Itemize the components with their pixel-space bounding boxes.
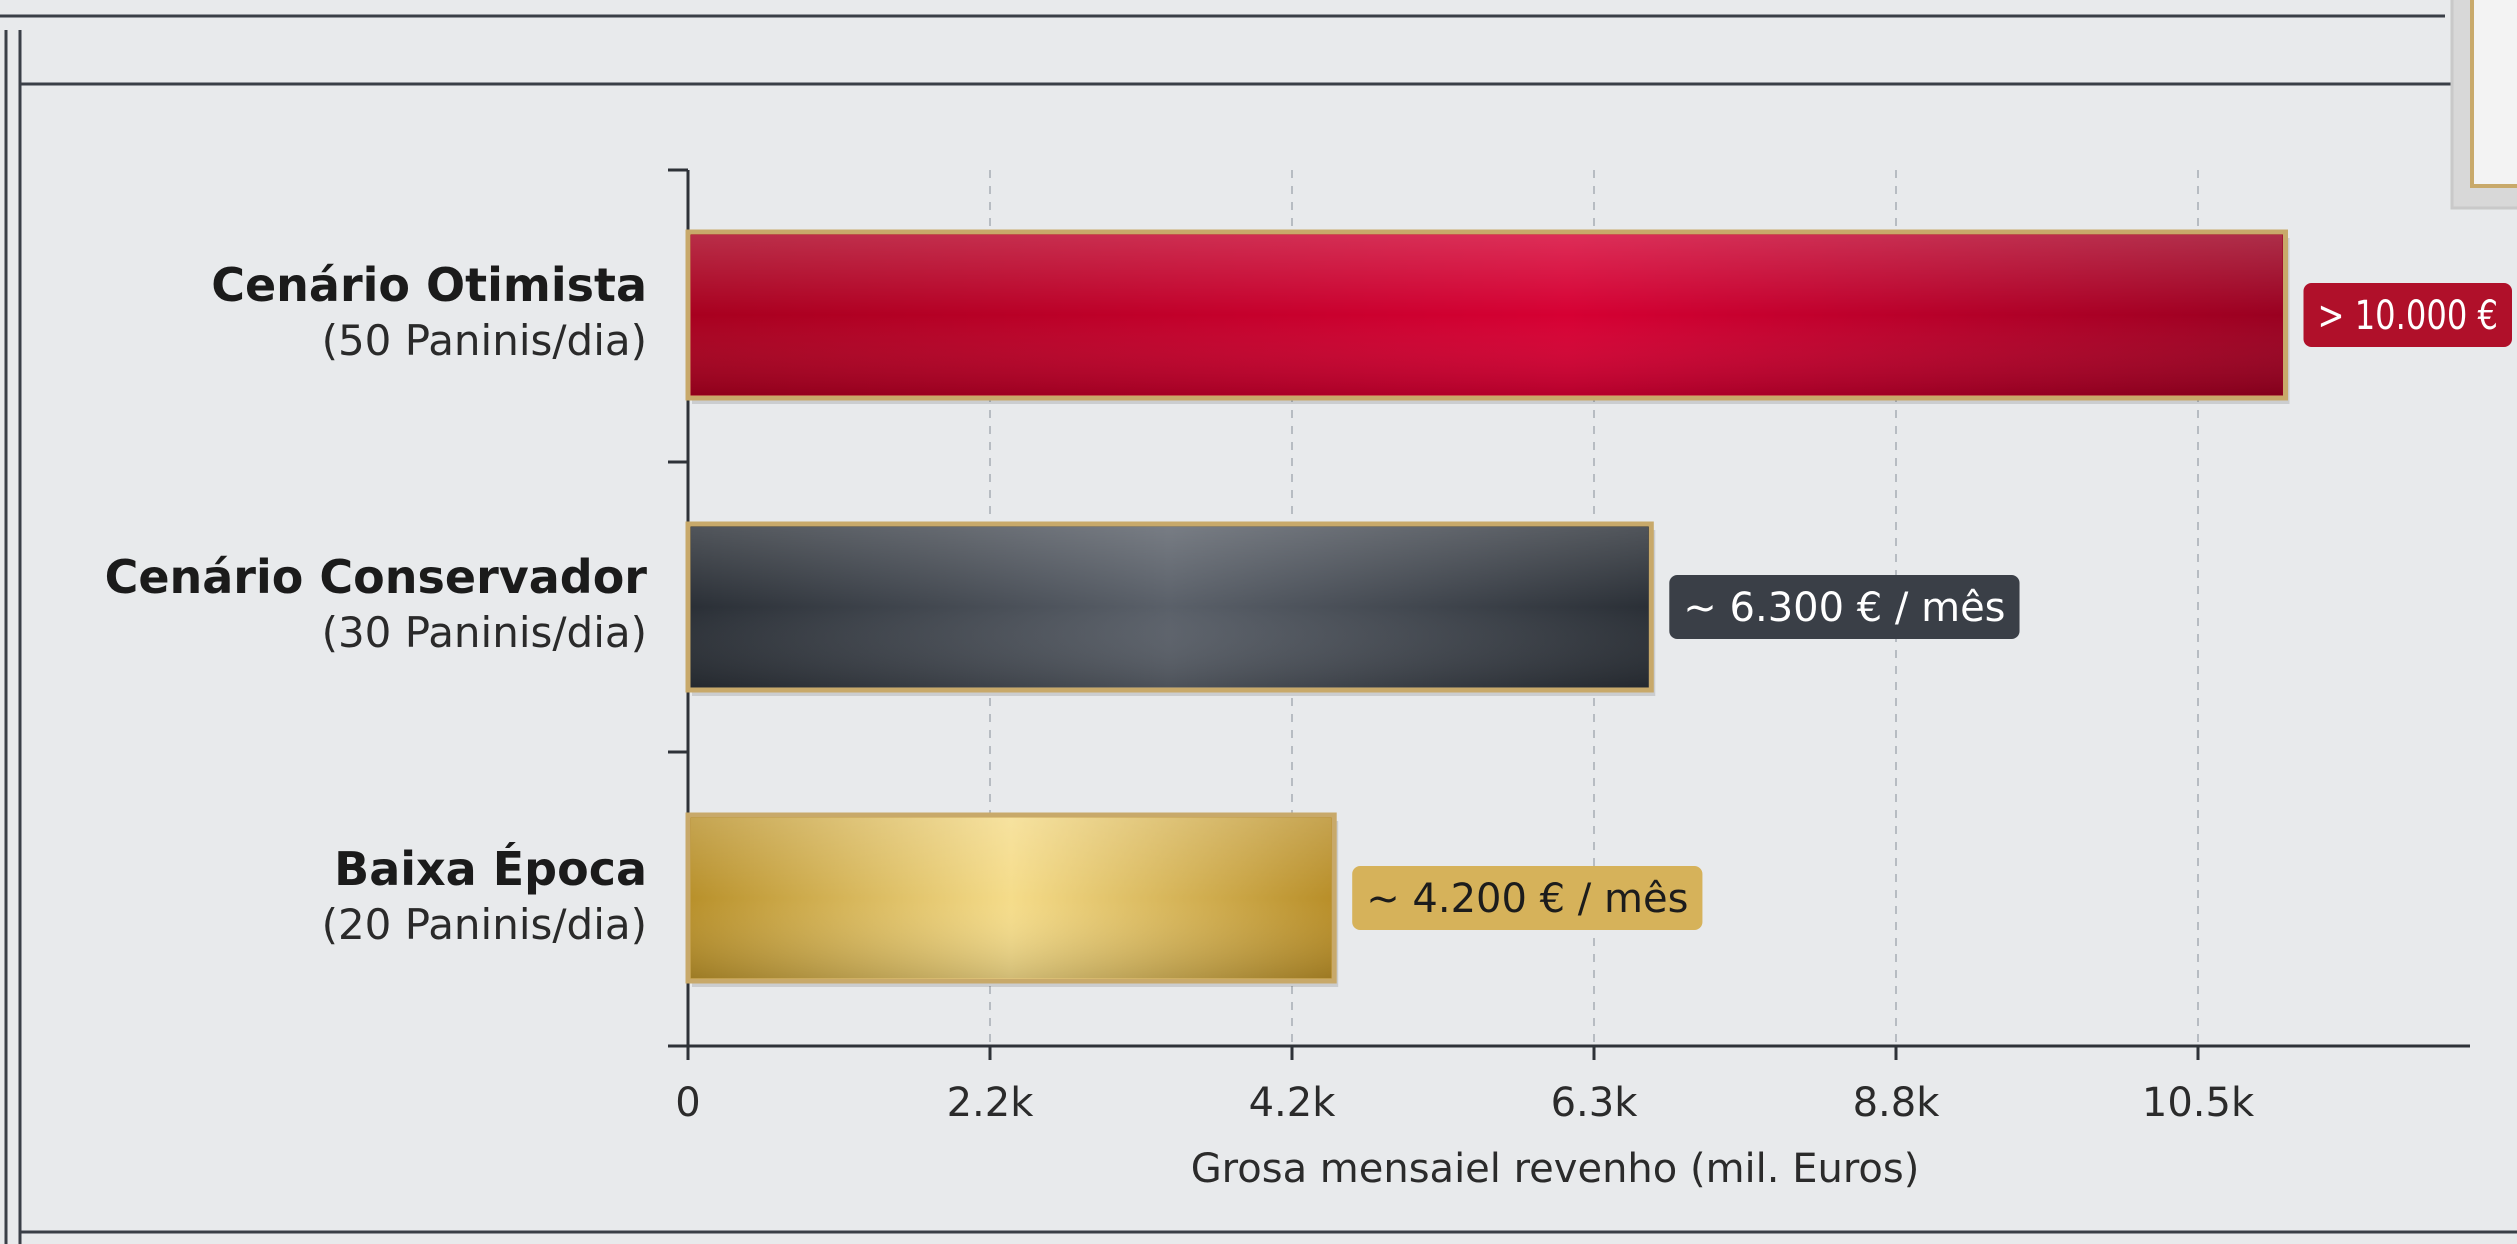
decorative-frame xyxy=(0,14,2517,1244)
category-label-otimista: Cenário Otimista (50 Paninis/dia) xyxy=(211,256,647,368)
x-tick-labels: 0 2.2k 4.2k 6.3k 8.8k 10.5k xyxy=(675,1080,2255,1126)
corner-card xyxy=(2450,0,2517,210)
category-label-conservador: Cenário Conservador (30 Paninis/dia) xyxy=(105,548,647,660)
bar-conservador-sheen xyxy=(691,527,1649,687)
data-label-box xyxy=(1669,575,2020,639)
category-sublabel: (20 Paninis/dia) xyxy=(321,900,647,949)
category-name: Baixa Época xyxy=(334,842,647,896)
category-name: Cenário Conservador xyxy=(104,550,647,604)
category-sublabel: (50 Paninis/dia) xyxy=(321,316,647,365)
bars xyxy=(685,229,2290,987)
x-tick-label: 4.2k xyxy=(1249,1080,1337,1126)
data-label-text: ~ 4.200 € / mês xyxy=(1366,876,1688,922)
data-label-otimista: > 10.000 € xyxy=(2303,283,2512,347)
x-tick-label: 2.2k xyxy=(947,1080,1035,1126)
data-label-box xyxy=(1352,866,1703,930)
category-name: Cenário Otimista xyxy=(211,258,647,312)
category-label-baixa-epoca: Baixa Época (20 Paninis/dia) xyxy=(322,840,647,952)
x-tick-label: 10.5k xyxy=(2142,1080,2255,1126)
data-labels: > 10.000 € ~ 6.300 € / mês ~ 4.200 € / mês xyxy=(1352,283,2512,930)
data-label-baixa-epoca: ~ 4.200 € / mês xyxy=(1352,866,1703,930)
x-tick-label: 0 xyxy=(675,1080,700,1126)
data-label-box xyxy=(2303,283,2512,347)
category-sublabel: (30 Paninis/dia) xyxy=(321,608,647,657)
x-tick-label: 8.8k xyxy=(1853,1080,1941,1126)
data-label-text: ~ 6.300 € / mês xyxy=(1683,585,2005,631)
bar-baixa-epoca-sheen xyxy=(691,818,1332,978)
x-tick-label: 6.3k xyxy=(1551,1080,1639,1126)
data-label-text: > 10.000 € xyxy=(2318,293,2499,339)
bar-otimista-sheen xyxy=(691,235,2283,395)
data-label-conservador: ~ 6.300 € / mês xyxy=(1669,575,2020,639)
x-axis-label: Grosa mensaiel revenho (mil. Euros) xyxy=(1191,1146,1920,1192)
